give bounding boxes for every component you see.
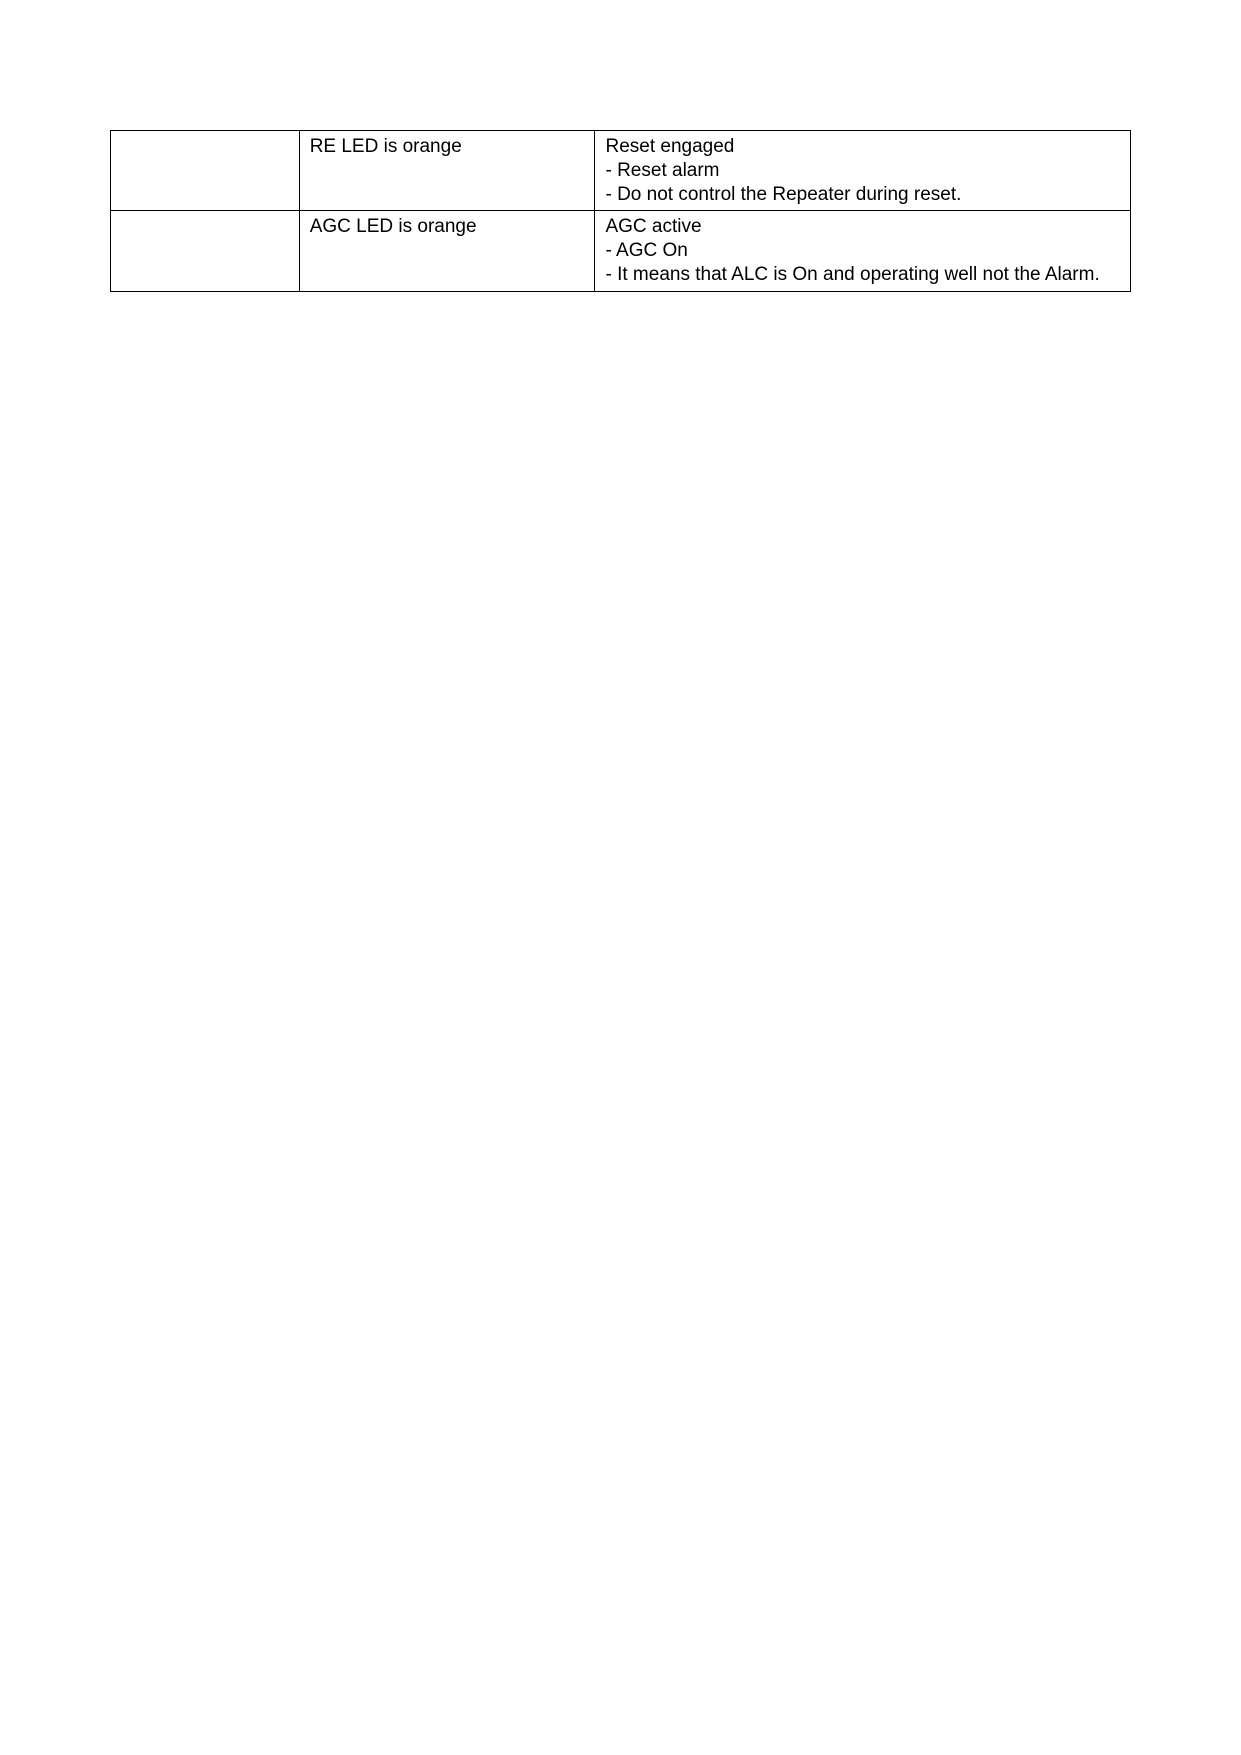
table-row: AGC LED is orange AGC active - AGC On - … bbox=[111, 211, 1131, 291]
meaning-line: - It means that ALC is On and operating … bbox=[605, 263, 1122, 287]
table-row: RE LED is orange Reset engaged - Reset a… bbox=[111, 131, 1131, 211]
meaning-line: - Reset alarm bbox=[605, 159, 1122, 183]
cell-category bbox=[111, 131, 300, 211]
cell-condition: AGC LED is orange bbox=[299, 211, 595, 291]
cell-meaning: AGC active - AGC On - It means that ALC … bbox=[595, 211, 1131, 291]
meaning-line: - AGC On bbox=[605, 239, 1122, 263]
led-status-table: RE LED is orange Reset engaged - Reset a… bbox=[110, 130, 1131, 292]
cell-meaning: Reset engaged - Reset alarm - Do not con… bbox=[595, 131, 1131, 211]
document-page: RE LED is orange Reset engaged - Reset a… bbox=[0, 0, 1241, 292]
cell-condition: RE LED is orange bbox=[299, 131, 595, 211]
meaning-line: AGC active bbox=[605, 215, 1122, 239]
meaning-line: - Do not control the Repeater during res… bbox=[605, 183, 1122, 207]
meaning-line: Reset engaged bbox=[605, 135, 1122, 159]
cell-category bbox=[111, 211, 300, 291]
